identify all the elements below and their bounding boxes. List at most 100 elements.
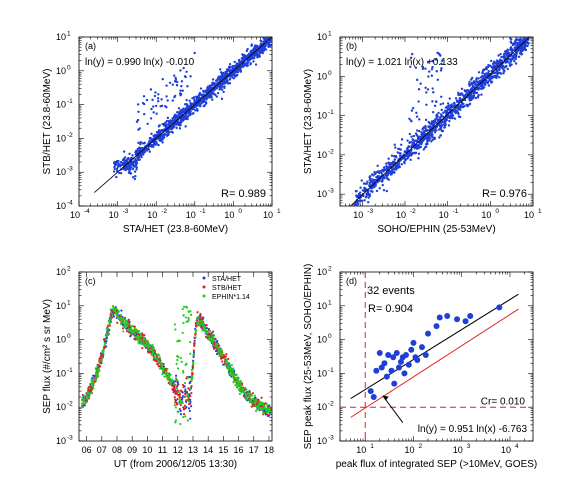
- panel-c-point-sta-het: [142, 338, 145, 342]
- panel-d-point: [388, 367, 395, 374]
- panel-a-point: [270, 34, 272, 36]
- panel-c-point-sta-het: [177, 356, 180, 359]
- panel-c-point-sta-het: [97, 369, 100, 372]
- panel-b-point: [421, 67, 425, 71]
- panel-a-point: [210, 83, 214, 87]
- panel-a-r-value: R= 0.989: [221, 188, 266, 200]
- panel-b-point: [432, 91, 435, 94]
- panel-c-series: [80, 305, 272, 426]
- panel-a-point: [157, 100, 160, 103]
- panel-a-point: [161, 141, 164, 144]
- panel-b-point: [367, 196, 370, 199]
- panel-c-point-ephin-1-14: [192, 355, 195, 359]
- panel-a-point: [222, 90, 225, 94]
- panel-b-point: [475, 77, 478, 80]
- panel-a-point: [237, 59, 241, 62]
- panel-c-point-stb-het: [251, 392, 255, 395]
- panel-c-point-sta-het: [108, 322, 112, 325]
- panel-a-point: [143, 142, 146, 145]
- panel-c-point-sta-het: [245, 388, 248, 391]
- panel-a-point: [141, 142, 144, 145]
- panel-c-point-stb-het: [174, 398, 177, 401]
- panel-b-point: [448, 119, 451, 123]
- panel-b-point: [475, 84, 478, 87]
- panel-b-point: [470, 94, 473, 98]
- panel-c-point-sta-het: [211, 343, 214, 346]
- panel-c-point-stb-het: [196, 311, 199, 314]
- panel-a-axes-frame: [78, 36, 273, 207]
- panel-a-point: [112, 170, 116, 173]
- panel-b-y-tick-exp: 0: [328, 70, 332, 77]
- panel-a-point: [253, 44, 257, 47]
- panel-a-y-tick-exp: -1: [67, 98, 73, 105]
- panel-a-point: [251, 49, 254, 52]
- panel-c-point-sta-het: [206, 331, 209, 334]
- panel-c-point-sta-het: [256, 408, 260, 411]
- panel-c-point-ephin-1-14: [176, 380, 179, 383]
- panel-b-point: [460, 87, 464, 91]
- panel-c-point-ephin-1-14: [180, 398, 184, 401]
- panel-b-point: [426, 140, 429, 143]
- panel-a-point: [178, 92, 182, 95]
- panel-c-point-sta-het: [216, 346, 219, 350]
- panel-c-point-ephin-1-14: [112, 315, 116, 318]
- panel-c-point-sta-het: [227, 364, 230, 367]
- panel-a-point: [175, 115, 179, 118]
- panel-b-point: [466, 92, 469, 95]
- panel-c-point-sta-het: [116, 311, 119, 315]
- panel-d-fit-equation: ln(y) = 0.951 ln(x) -6.763: [418, 424, 528, 435]
- panel-b-point: [444, 110, 447, 113]
- panel-c-point-sta-het: [214, 344, 217, 347]
- panel-c-ylabel: SEP flux (#/cm² s sr MeV): [42, 299, 53, 414]
- panel-a-x-tick-exp: -4: [84, 208, 90, 215]
- panel-b-point: [502, 55, 505, 58]
- panel-b-point: [427, 135, 430, 138]
- panel-c-point-sta-het: [104, 338, 107, 341]
- panel-a-point: [193, 98, 196, 101]
- panel-c-point-sta-het: [169, 373, 172, 376]
- panel-b-point: [415, 111, 418, 115]
- panel-b-point: [413, 151, 416, 155]
- panel-b-point: [441, 102, 445, 105]
- panel-b-point: [502, 65, 505, 68]
- panel-c-point-stb-het: [215, 348, 219, 351]
- panel-b-point: [363, 199, 366, 202]
- panel-b-point: [404, 150, 407, 153]
- panel-c-point-stb-het: [111, 309, 114, 313]
- panel-b-point: [459, 108, 462, 111]
- panel-b-point: [483, 72, 486, 76]
- panel-c-point-stb-het: [224, 358, 227, 361]
- panel-c-point-sta-het: [94, 376, 97, 379]
- panel-a-point: [179, 89, 182, 92]
- panel-b-point: [490, 59, 493, 63]
- panel-b-point: [440, 123, 444, 127]
- panel-c-point-sta-het: [189, 387, 192, 391]
- panel-b-point: [487, 80, 490, 83]
- panel-b-point: [380, 180, 384, 183]
- panel-d-r-value: R= 0.904: [368, 303, 413, 315]
- panel-d-events: 32 events: [367, 285, 415, 297]
- panel-b-point: [369, 180, 373, 184]
- panel-a-point: [138, 158, 141, 161]
- panel-b-point: [417, 137, 420, 141]
- panel-c-point-sta-het: [177, 339, 180, 342]
- panel-b-x-tick-exp: -3: [367, 208, 373, 215]
- panel-c-point-sta-het: [136, 339, 139, 342]
- panel-b-point: [424, 127, 427, 131]
- panel-b-point: [439, 69, 443, 72]
- panel-b-point: [521, 47, 524, 50]
- panel-b-point: [393, 167, 397, 170]
- panel-a-point: [261, 51, 264, 55]
- panel-b-point: [400, 143, 403, 146]
- panel-b-point: [388, 163, 391, 166]
- panel-d-y-tick-exp: 2: [328, 266, 332, 273]
- panel-d-point: [422, 352, 429, 359]
- panel-c-point-sta-het: [127, 328, 130, 331]
- panel-b-point: [435, 69, 439, 73]
- panel-b-point: [431, 138, 434, 142]
- panel-b-point: [384, 174, 388, 177]
- panel-c-point-sta-het: [143, 344, 146, 348]
- panel-d-x-tick-exp: 4: [515, 443, 519, 450]
- panel-c-x-tick-label: 06: [82, 445, 92, 455]
- panel-a-point: [220, 97, 224, 101]
